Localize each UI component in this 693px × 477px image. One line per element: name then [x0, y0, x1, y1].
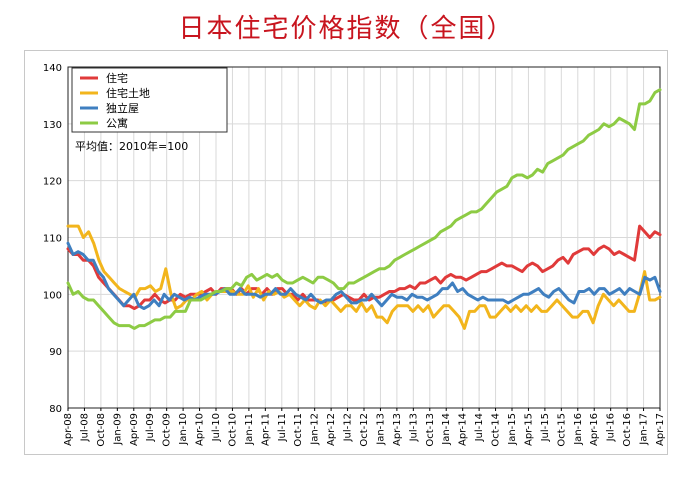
average-note: 平均值：2010年=100 [75, 139, 188, 153]
x-tick-label: Jan-09 [112, 413, 123, 446]
x-tick-label: Apr-12 [326, 413, 337, 446]
x-tick-label: Jul-09 [145, 413, 156, 442]
legend-label: 住宅土地 [106, 86, 150, 100]
x-tick-label: Jul-12 [343, 413, 354, 442]
y-tick-label: 80 [49, 404, 62, 415]
x-tick-label: Oct-08 [96, 413, 107, 447]
x-tick-label: Oct-11 [293, 413, 304, 447]
x-tick-label: Jul-16 [606, 413, 617, 442]
x-tick-label: Oct-13 [425, 413, 436, 447]
x-tick-label: Jul-11 [277, 413, 288, 442]
legend-label: 公寓 [106, 116, 128, 130]
legend-label: 住宅 [106, 71, 128, 85]
y-tick-label: 90 [49, 347, 62, 358]
y-tick-label: 140 [43, 63, 62, 74]
x-tick-label: Apr-15 [523, 413, 534, 446]
x-tick-label: Jan-13 [375, 413, 386, 446]
x-tick-label: Apr-17 [655, 413, 666, 446]
x-tick-label: Jul-10 [211, 413, 222, 442]
y-axis: 80 90 100 110 120 130 140 [43, 63, 62, 415]
x-tick-label: Jan-16 [573, 413, 584, 446]
x-tick-label: Jul-08 [79, 413, 90, 442]
y-tick-label: 100 [43, 290, 62, 301]
x-tick-label: Oct-12 [359, 413, 370, 447]
x-tick-label: Apr-09 [129, 413, 140, 446]
x-tick-label: Apr-13 [392, 413, 403, 446]
legend-label: 独立屋 [106, 101, 139, 115]
x-tick-label: Apr-16 [589, 413, 600, 446]
x-tick-label: Oct-14 [491, 413, 502, 447]
series-line [66, 88, 662, 330]
x-axis: Apr-08 Jul-08 Oct-08 Jan-09 Apr-09 Jul-09 Oct-… [63, 408, 666, 447]
series-lines [66, 88, 662, 330]
x-tick-label: Jul-15 [540, 413, 551, 442]
x-tick-label: Jan-14 [441, 413, 452, 446]
x-tick-label: Apr-14 [458, 413, 469, 446]
x-tick-label: Oct-16 [622, 413, 633, 447]
series-line [66, 224, 662, 310]
series-line [66, 241, 662, 310]
x-tick-label: Oct-10 [227, 413, 238, 447]
chart-title: 日本住宅价格指数（全国） [178, 14, 515, 44]
series-line [66, 224, 662, 330]
x-tick-label: Apr-10 [195, 413, 206, 446]
x-tick-label: Jan-15 [507, 413, 518, 446]
y-tick-label: 110 [43, 234, 62, 245]
x-tick-label: Oct-15 [556, 413, 567, 447]
x-tick-label: Apr-11 [260, 413, 271, 446]
chart-frame [24, 50, 668, 455]
x-tick-label: Oct-09 [162, 413, 173, 447]
x-tick-label: Jul-13 [408, 413, 419, 442]
y-tick-label: 120 [43, 177, 62, 188]
x-tick-label: Jan-12 [310, 413, 321, 446]
x-tick-label: Apr-08 [63, 413, 74, 446]
x-tick-label: Jan-17 [639, 413, 650, 446]
y-tick-label: 130 [43, 120, 62, 131]
x-tick-label: Jul-14 [474, 413, 485, 442]
x-tick-label: Jan-11 [244, 413, 255, 446]
x-tick-label: Jan-10 [178, 413, 189, 446]
